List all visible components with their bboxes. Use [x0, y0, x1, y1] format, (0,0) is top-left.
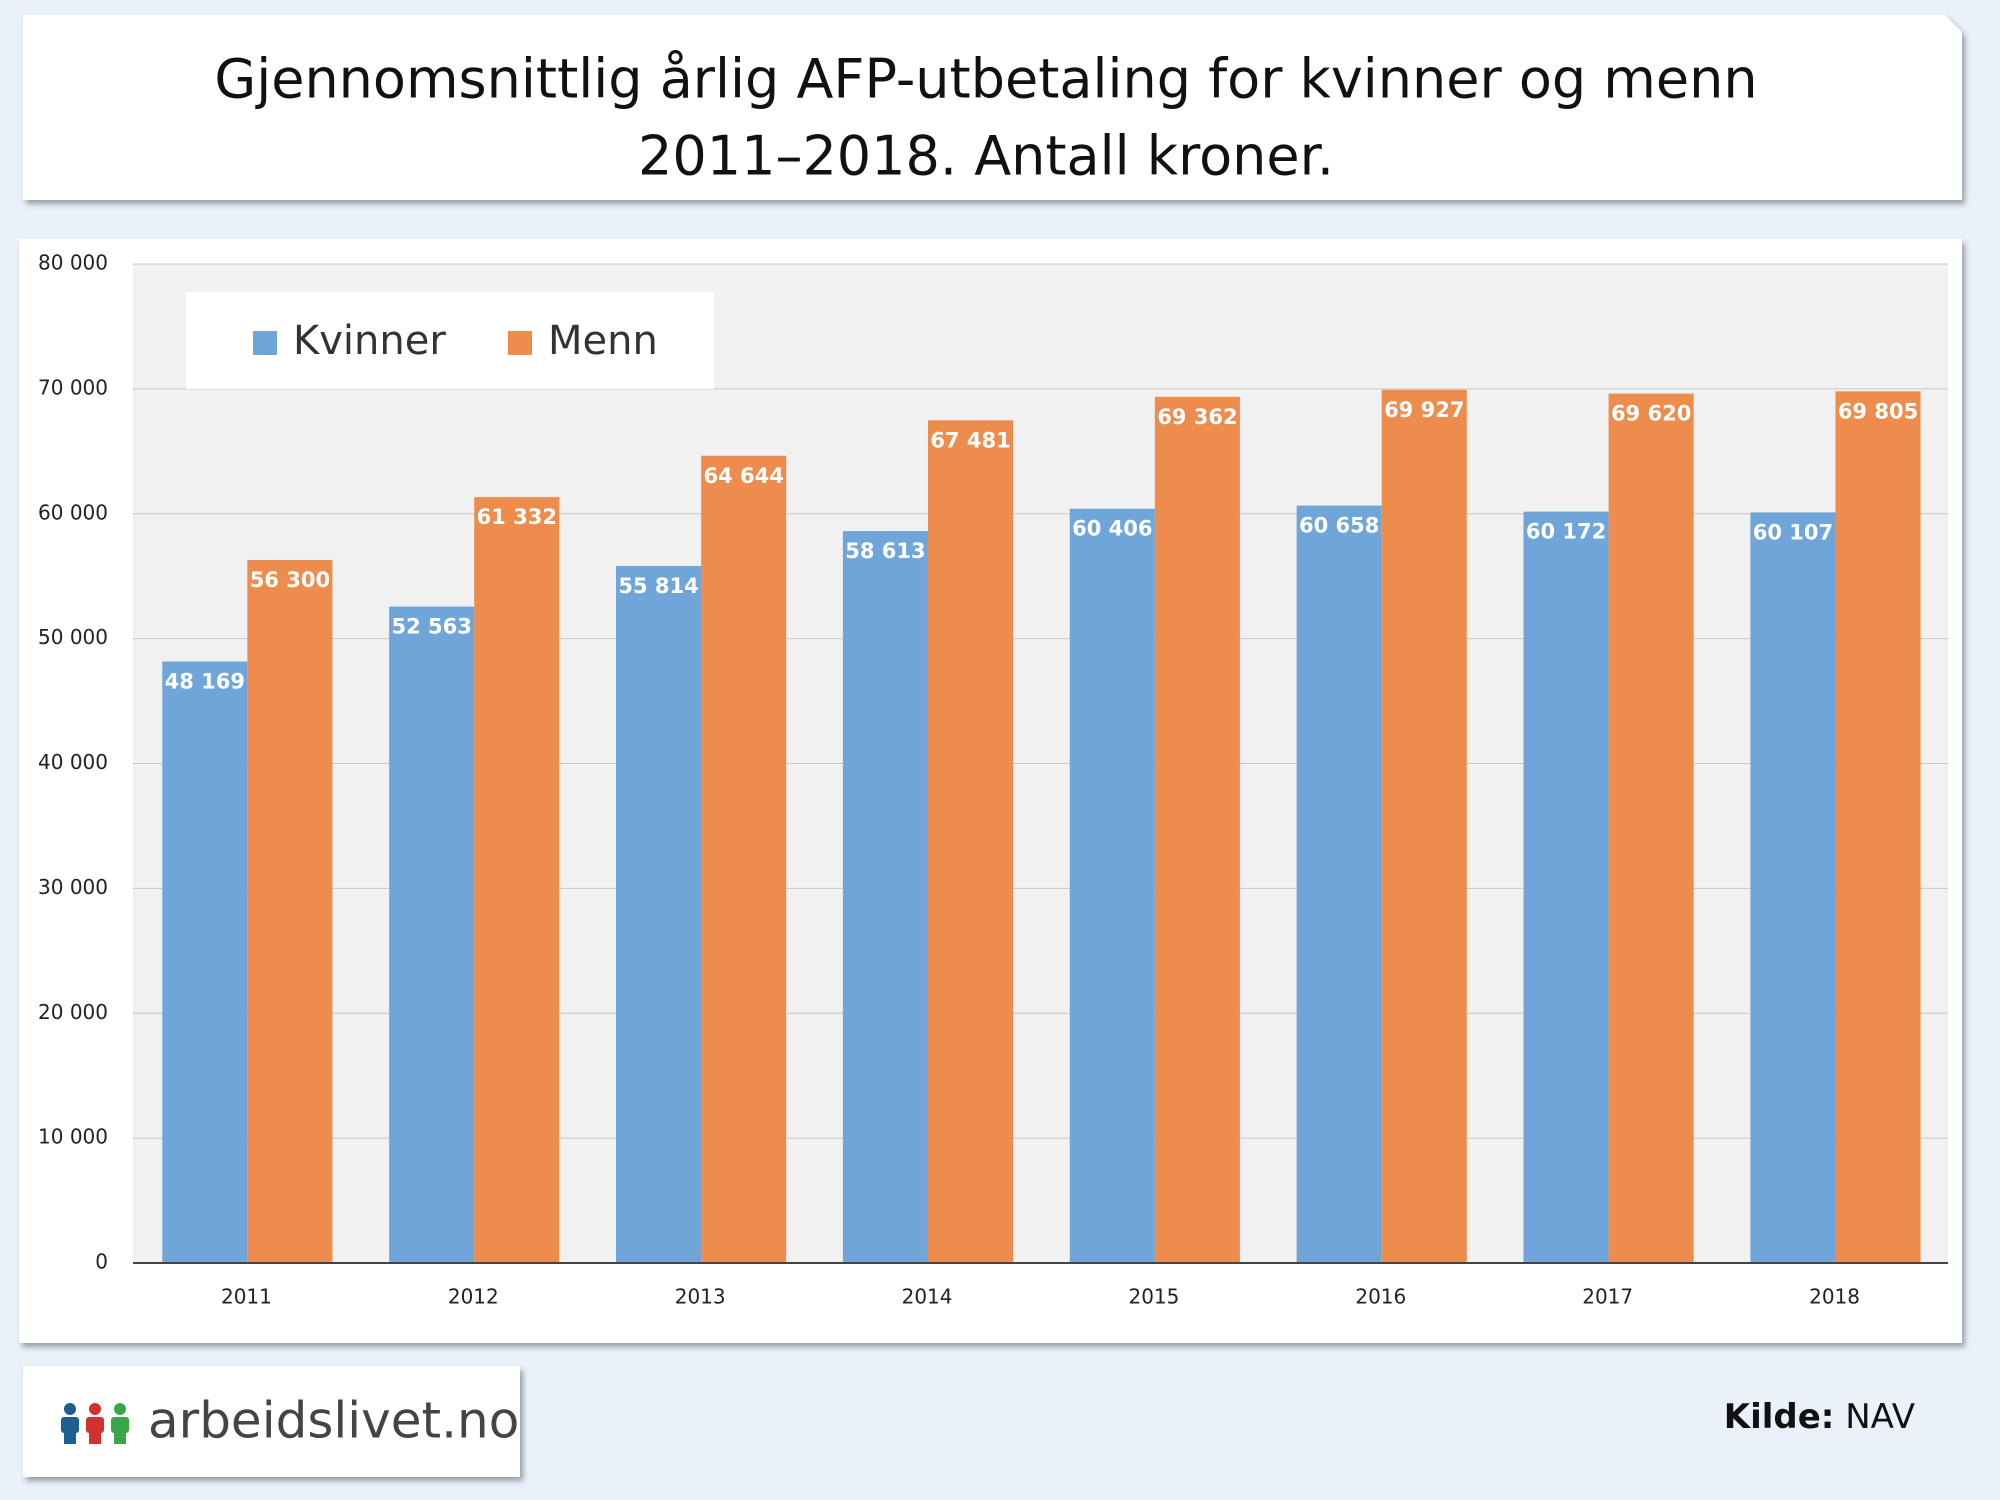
- x-tick-label: 2012: [448, 1285, 499, 1309]
- bar: [701, 455, 787, 1263]
- value-label: 60 172: [1526, 520, 1606, 544]
- bar: [927, 420, 1014, 1263]
- bar: [474, 497, 560, 1263]
- legend-label: Kvinner: [293, 318, 446, 364]
- x-tick-label: 2017: [1582, 1285, 1633, 1309]
- bar: [1069, 508, 1155, 1264]
- source-name: NAV: [1845, 1397, 1915, 1437]
- y-tick-label: 70 000: [38, 375, 108, 399]
- y-tick-label: 80 000: [38, 251, 108, 275]
- y-tick-label: 10 000: [38, 1125, 108, 1149]
- legend-swatch: [253, 331, 277, 355]
- x-tick-label: 2014: [902, 1285, 953, 1309]
- value-label: 69 805: [1838, 399, 1918, 423]
- logo-text: arbeidslivet.no: [148, 1392, 519, 1450]
- bar: [1381, 389, 1467, 1263]
- source-label: Kilde:: [1724, 1397, 1835, 1437]
- value-label: 61 332: [477, 505, 557, 529]
- y-tick-label: 60 000: [38, 500, 108, 524]
- x-tick-label: 2013: [675, 1285, 726, 1309]
- y-tick-label: 20 000: [38, 1000, 108, 1024]
- bars: 2011 48 169 56 300 2012 52 563 61 332 2013 55 8…: [162, 389, 1921, 1309]
- bar: [389, 606, 475, 1263]
- legend-label: Menn: [548, 318, 658, 364]
- value-label: 67 481: [930, 428, 1010, 452]
- value-label: 60 107: [1753, 520, 1833, 544]
- bar: [247, 559, 333, 1263]
- x-tick-label: 2011: [221, 1285, 272, 1309]
- bar: [1608, 393, 1694, 1263]
- title-box: [23, 15, 1962, 200]
- value-label: 60 406: [1072, 517, 1152, 541]
- logo-box: [23, 1366, 520, 1477]
- chart-title: 2011–2018. Antall kroner.: [638, 125, 1334, 188]
- bar: [1750, 512, 1836, 1263]
- value-label: 52 563: [391, 615, 471, 639]
- bar: [616, 566, 702, 1263]
- value-label: 58 613: [845, 539, 925, 563]
- value-label: 69 620: [1611, 402, 1691, 426]
- bar: [1835, 391, 1921, 1263]
- bar: [1154, 396, 1240, 1263]
- bar: [842, 531, 928, 1263]
- chart-title: Gjennomsnittlig årlig AFP-utbetaling for…: [214, 48, 1757, 111]
- bar: [1296, 505, 1382, 1264]
- y-tick-label: 50 000: [38, 625, 108, 649]
- y-tick-label: 40 000: [38, 750, 108, 774]
- value-label: 60 658: [1299, 514, 1379, 538]
- x-tick-label: 2018: [1809, 1285, 1860, 1309]
- y-tick-label: 0: [95, 1250, 108, 1274]
- value-label: 48 169: [165, 669, 245, 693]
- x-tick-label: 2015: [1128, 1285, 1179, 1309]
- value-label: 64 644: [703, 464, 783, 488]
- value-label: 55 814: [618, 574, 698, 598]
- x-tick-label: 2016: [1355, 1285, 1406, 1309]
- value-label: 56 300: [250, 568, 330, 592]
- bar: [1523, 511, 1609, 1263]
- y-tick-label: 30 000: [38, 875, 108, 899]
- source: Kilde: NAV: [1724, 1397, 1915, 1437]
- logo-icon: [61, 1403, 129, 1444]
- legend-items: Kvinner Menn: [253, 318, 658, 364]
- value-label: 69 362: [1157, 405, 1237, 429]
- legend-swatch: [508, 331, 532, 355]
- value-label: 69 927: [1384, 398, 1464, 422]
- bar: [162, 661, 248, 1263]
